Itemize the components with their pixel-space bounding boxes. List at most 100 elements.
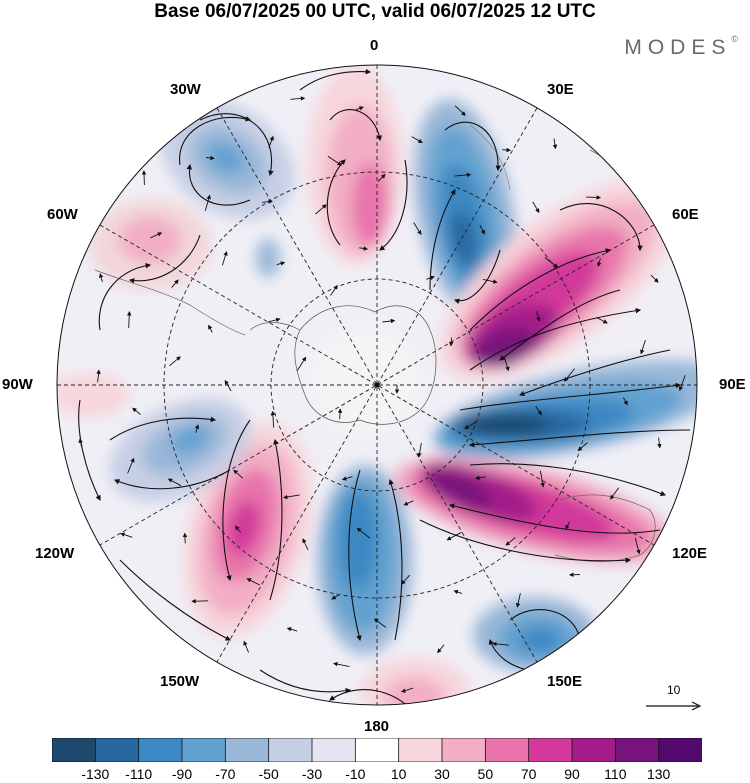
reference-vector-arrow — [646, 701, 702, 711]
wind-streamline — [109, 416, 217, 441]
wind-vector — [446, 531, 462, 541]
wind-streamline — [269, 438, 283, 601]
colorbar-tick-label: -110 — [125, 766, 153, 782]
wind-vector — [610, 487, 620, 500]
wind-vector — [126, 311, 132, 328]
wind-vector — [596, 317, 608, 324]
lon-label-60e: 60E — [672, 206, 699, 223]
lon-label-30e: 30E — [547, 81, 574, 98]
colorbar-tick-label: 30 — [434, 766, 450, 782]
wind-vector — [403, 500, 414, 506]
colorbar-swatch — [52, 738, 97, 762]
wind-streamline — [518, 349, 671, 397]
wind-vector — [191, 598, 209, 604]
wind-streamline — [419, 519, 632, 564]
wind-vector — [167, 478, 182, 487]
colorbar-swatch — [484, 738, 530, 762]
wind-vector — [333, 661, 350, 668]
colorbar-swatch — [614, 738, 660, 762]
wind-vector — [640, 340, 646, 355]
wind-vector — [475, 475, 486, 481]
wind-vector — [235, 525, 241, 533]
wind-vector — [586, 195, 602, 200]
wind-streamline — [329, 689, 421, 705]
wind-streamline — [459, 382, 682, 411]
colorbar-swatch — [138, 738, 183, 762]
wind-vector — [502, 147, 511, 153]
map-title: Base 06/07/2025 00 UTC, valid 06/07/2025… — [154, 1, 596, 22]
wind-vector — [453, 589, 463, 595]
wind-vector — [400, 687, 414, 693]
wind-streamline — [559, 203, 643, 252]
colorbar-tick-label: 90 — [564, 766, 580, 782]
wind-streamline — [128, 234, 201, 284]
wind-vector — [359, 246, 368, 251]
wind-streamlines — [78, 68, 691, 705]
wind-vector — [337, 408, 343, 420]
wind-vector — [413, 222, 422, 236]
wind-streamline — [186, 163, 251, 206]
wind-streamline — [199, 113, 274, 177]
wind-streamline — [379, 159, 408, 251]
wind-vector — [341, 476, 353, 481]
wind-vector — [454, 172, 472, 178]
colorbar-swatch — [571, 738, 617, 762]
wind-vector — [492, 641, 509, 647]
wind-streamline — [98, 262, 152, 331]
wind-vector — [331, 594, 340, 600]
wind-vector — [373, 618, 387, 628]
wind-vector — [544, 257, 559, 268]
wind-streamline — [299, 68, 372, 91]
wind-vector — [290, 96, 306, 101]
wind-vector — [302, 538, 309, 551]
lon-label-0: 0 — [370, 37, 379, 54]
colorbar-tick-label: -130 — [81, 766, 110, 782]
wind-vector — [296, 356, 307, 372]
wind-vector — [270, 410, 276, 428]
wind-vector — [552, 138, 558, 150]
wind-vector — [426, 275, 435, 280]
wind-vector — [634, 537, 641, 555]
wind-streamline — [469, 248, 612, 331]
wind-streamline — [78, 399, 101, 501]
wind-vector — [448, 337, 454, 347]
wind-streamline — [329, 109, 382, 142]
wind-streamline — [326, 159, 346, 246]
wind-vector — [204, 194, 211, 211]
colorbar-tick-label: -90 — [171, 766, 193, 782]
colorbar-swatch — [181, 738, 227, 762]
colorbar-tick-label: -70 — [215, 766, 236, 782]
colorbar-swatch — [224, 738, 270, 762]
wind-vector — [268, 135, 274, 148]
wind-vector — [267, 317, 281, 323]
lon-label-60w: 60W — [47, 206, 78, 223]
wind-vector — [539, 470, 545, 488]
colorbar-tick-label: 70 — [520, 766, 537, 782]
wind-vector — [194, 424, 200, 433]
colorbar-swatch — [354, 738, 400, 762]
wind-vector — [382, 318, 396, 324]
wind-vector — [565, 521, 570, 530]
colorbar-swatch — [658, 738, 702, 762]
wind-vector — [479, 224, 485, 235]
wind-vector — [246, 578, 261, 586]
wind-streamline — [179, 116, 252, 166]
wind-vector — [597, 258, 602, 267]
wind-streamline — [453, 249, 501, 304]
wind-vector — [535, 406, 542, 416]
wind-vector — [120, 532, 133, 538]
wind-streamline — [448, 503, 661, 534]
colorbar-tick-label: -10 — [345, 766, 366, 782]
colorbar-tick-label: -30 — [301, 766, 323, 782]
wind-streamline — [509, 609, 582, 642]
lon-label-30w: 30W — [170, 81, 201, 98]
colorbar-tick-label: 50 — [477, 766, 494, 782]
wind-vector — [286, 627, 298, 632]
wind-streamline — [388, 478, 403, 641]
lon-label-180: 180 — [364, 718, 390, 735]
wind-vector — [276, 261, 286, 266]
wind-vector — [96, 369, 101, 383]
wind-streamline — [499, 289, 621, 361]
colorbar-tick-label: 10 — [390, 766, 407, 782]
wind-vector — [505, 537, 516, 546]
